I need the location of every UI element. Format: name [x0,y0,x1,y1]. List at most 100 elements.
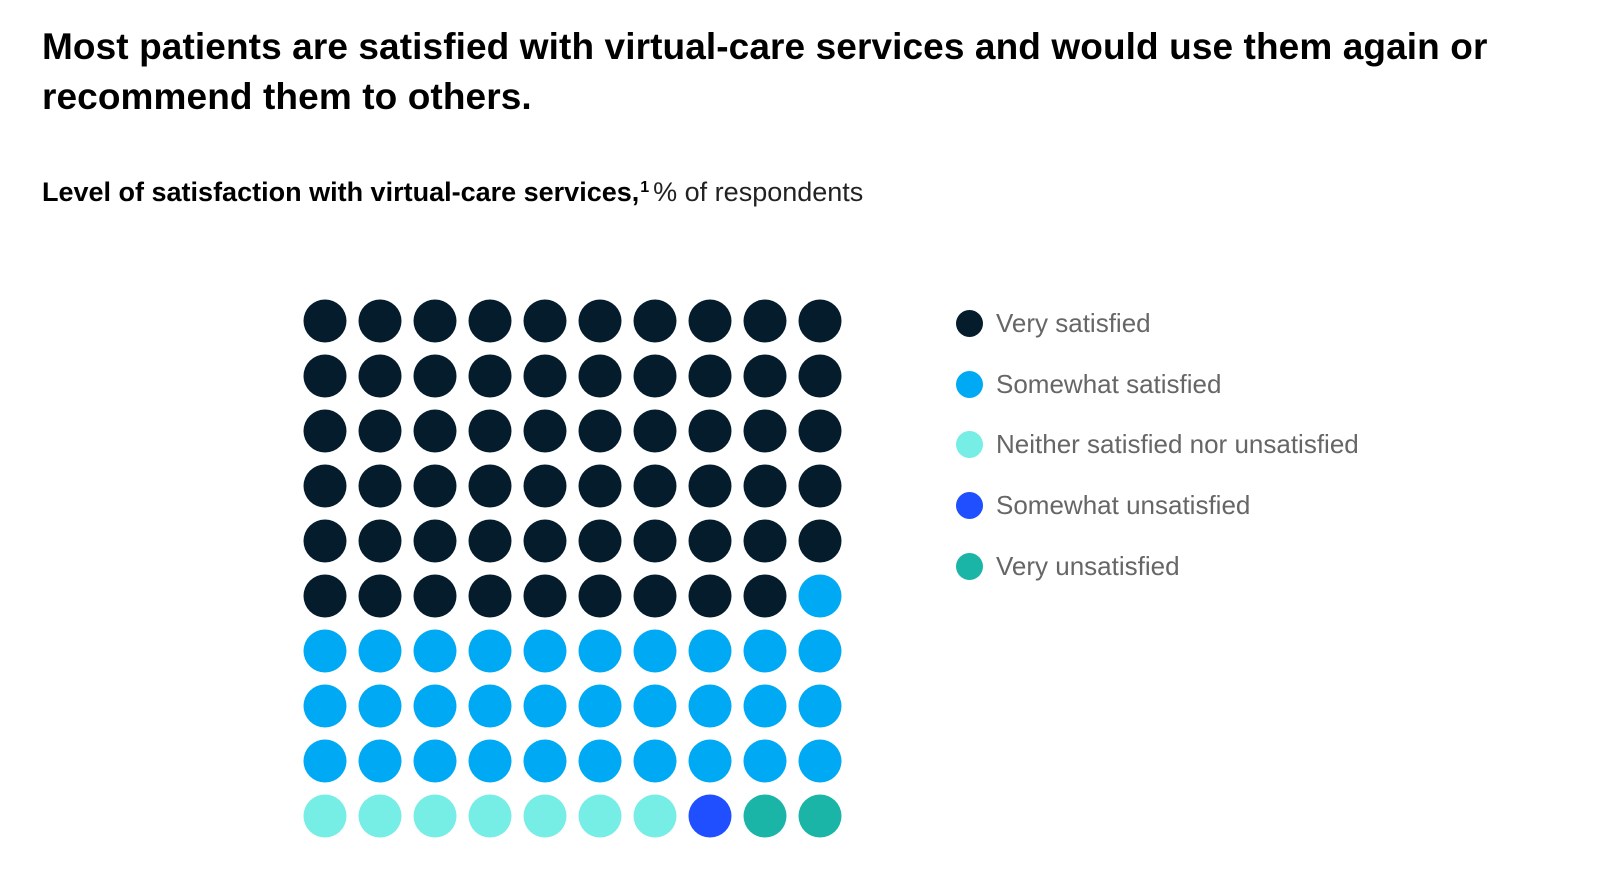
legend-swatch-somewhat-unsatisfied [956,491,983,519]
legend-item-very-satisfied: Very satisfied [956,293,1359,354]
waffle-dot-neither-satisfied-nor-unsatisfied [633,794,677,838]
waffle-dot-somewhat-satisfied [358,629,402,673]
waffle-dot-somewhat-satisfied [468,629,512,673]
waffle-dot-very-satisfied [798,409,842,453]
waffle-dot-very-satisfied [578,464,622,508]
waffle-dot-very-unsatisfied [743,794,787,838]
waffle-dot-very-satisfied [688,299,732,343]
waffle-dot-very-satisfied [743,354,787,398]
legend-item-neither-satisfied-nor-unsatisfied: Neither satisfied nor unsatisfied [956,414,1359,475]
waffle-dot-somewhat-satisfied [303,629,347,673]
waffle-dot-very-satisfied [303,464,347,508]
waffle-dot-very-satisfied [468,354,512,398]
waffle-dot-very-satisfied [358,574,402,618]
waffle-dot-neither-satisfied-nor-unsatisfied [468,794,512,838]
waffle-dot-very-satisfied [688,354,732,398]
waffle-dot-somewhat-satisfied [523,629,567,673]
waffle-dot-neither-satisfied-nor-unsatisfied [523,794,567,838]
waffle-dot-very-satisfied [633,299,677,343]
waffle-dot-very-satisfied [578,519,622,563]
waffle-dot-very-satisfied [798,519,842,563]
waffle-dot-somewhat-satisfied [578,684,622,728]
legend-item-very-unsatisfied: Very unsatisfied [956,536,1359,597]
waffle-dot-very-satisfied [358,409,402,453]
subtitle-main: Level of satisfaction with virtual-care … [42,177,640,207]
legend-item-somewhat-satisfied: Somewhat satisfied [956,354,1359,415]
waffle-dot-somewhat-satisfied [303,684,347,728]
legend-label-somewhat-unsatisfied: Somewhat unsatisfied [996,489,1251,520]
waffle-dot-very-satisfied [688,464,732,508]
waffle-dot-very-satisfied [303,574,347,618]
waffle-dot-very-satisfied [413,299,457,343]
waffle-dot-very-satisfied [633,354,677,398]
waffle-dot-very-satisfied [633,519,677,563]
waffle-dot-very-satisfied [523,519,567,563]
waffle-dot-very-satisfied [578,299,622,343]
waffle-dot-very-satisfied [523,354,567,398]
legend-item-somewhat-unsatisfied: Somewhat unsatisfied [956,475,1359,536]
waffle-dot-neither-satisfied-nor-unsatisfied [413,794,457,838]
waffle-dot-somewhat-satisfied [358,739,402,783]
waffle-dot-somewhat-satisfied [578,739,622,783]
waffle-dot-somewhat-satisfied [688,739,732,783]
waffle-dot-very-satisfied [468,464,512,508]
waffle-dot-very-satisfied [798,464,842,508]
waffle-dot-very-satisfied [798,354,842,398]
waffle-dot-somewhat-satisfied [413,629,457,673]
waffle-dot-somewhat-satisfied [468,739,512,783]
waffle-dot-very-satisfied [303,519,347,563]
waffle-dot-very-satisfied [578,574,622,618]
waffle-dot-very-satisfied [633,574,677,618]
waffle-dot-somewhat-satisfied [743,684,787,728]
waffle-dot-very-satisfied [468,519,512,563]
waffle-dot-somewhat-satisfied [578,629,622,673]
waffle-dot-somewhat-satisfied [303,739,347,783]
waffle-dot-very-satisfied [743,519,787,563]
waffle-dot-very-satisfied [633,409,677,453]
waffle-dot-somewhat-satisfied [798,684,842,728]
waffle-dot-somewhat-satisfied [413,739,457,783]
waffle-dot-neither-satisfied-nor-unsatisfied [578,794,622,838]
waffle-dot-very-satisfied [743,464,787,508]
legend-label-somewhat-satisfied: Somewhat satisfied [996,368,1222,399]
waffle-dot-somewhat-unsatisfied [688,794,732,838]
waffle-dot-very-satisfied [413,464,457,508]
legend-label-neither-satisfied-nor-unsatisfied: Neither satisfied nor unsatisfied [996,429,1359,460]
waffle-dot-very-satisfied [743,574,787,618]
waffle-dot-very-satisfied [688,574,732,618]
waffle-dot-very-satisfied [358,354,402,398]
waffle-dot-somewhat-satisfied [523,739,567,783]
waffle-dot-neither-satisfied-nor-unsatisfied [358,794,402,838]
chart-headline: Most patients are satisfied with virtual… [42,26,1488,117]
waffle-dot-very-satisfied [633,464,677,508]
waffle-dot-very-satisfied [578,409,622,453]
waffle-chart [303,299,842,838]
waffle-dot-somewhat-satisfied [633,739,677,783]
waffle-dot-very-satisfied [688,519,732,563]
waffle-dot-very-satisfied [303,409,347,453]
legend-label-very-unsatisfied: Very unsatisfied [996,550,1180,581]
waffle-dot-very-satisfied [303,354,347,398]
waffle-dot-somewhat-satisfied [468,684,512,728]
waffle-dot-very-satisfied [523,464,567,508]
waffle-dot-very-satisfied [468,574,512,618]
waffle-dot-somewhat-satisfied [743,629,787,673]
waffle-dot-somewhat-satisfied [688,629,732,673]
chart-subtitle: Level of satisfaction with virtual-care … [42,174,863,210]
waffle-dot-somewhat-satisfied [633,629,677,673]
waffle-dot-very-satisfied [468,299,512,343]
waffle-dot-somewhat-satisfied [633,684,677,728]
waffle-dot-very-satisfied [413,354,457,398]
waffle-dot-very-satisfied [358,299,402,343]
chart-legend: Very satisfied Somewhat satisfied Neither … [956,293,1359,596]
waffle-dot-very-satisfied [743,409,787,453]
waffle-dot-very-satisfied [303,299,347,343]
waffle-dot-somewhat-satisfied [798,574,842,618]
waffle-dot-very-satisfied [523,409,567,453]
waffle-dot-very-satisfied [358,464,402,508]
waffle-dot-very-satisfied [798,299,842,343]
subtitle-unit: % of respondents [653,177,864,207]
waffle-dot-very-satisfied [358,519,402,563]
waffle-dot-somewhat-satisfied [523,684,567,728]
waffle-dot-very-unsatisfied [798,794,842,838]
